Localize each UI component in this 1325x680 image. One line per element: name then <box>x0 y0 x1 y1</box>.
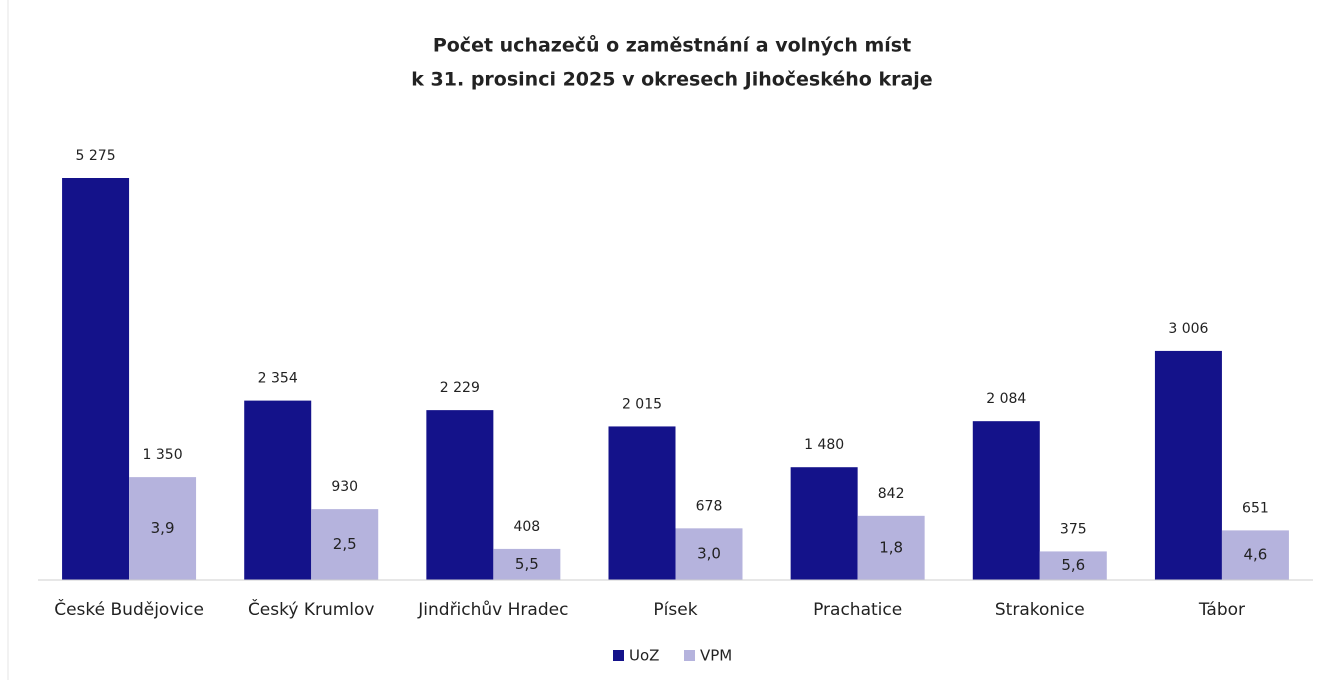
inner-label: 4,6 <box>1243 546 1267 564</box>
data-label: 842 <box>878 486 905 502</box>
bar <box>608 426 676 580</box>
legend-label: VPM <box>700 647 732 665</box>
data-label: 678 <box>696 498 723 514</box>
x-tick-label: Tábor <box>1198 600 1245 620</box>
data-label: 651 <box>1242 500 1269 516</box>
data-label: 1 350 <box>143 447 183 463</box>
bar <box>1221 530 1289 580</box>
x-tick-label: České Budějovice <box>54 598 204 620</box>
bar <box>675 528 743 580</box>
data-label: 408 <box>513 519 540 535</box>
x-tick-label: Jindřichův Hradec <box>417 600 568 620</box>
data-label: 2 084 <box>986 391 1026 407</box>
inner-label: 5,6 <box>1061 556 1085 574</box>
data-label: 5 275 <box>76 148 116 164</box>
chart-title: Počet uchazečů o zaměstnání a volných mí… <box>433 34 911 57</box>
x-tick-label: Písek <box>653 600 697 620</box>
x-tick-label: Český Krumlov <box>248 598 375 620</box>
bar <box>62 178 130 580</box>
bar <box>790 467 858 580</box>
bar <box>1154 350 1222 580</box>
legend-label: UoZ <box>629 647 659 665</box>
legend-swatch <box>613 650 624 661</box>
inner-label: 1,8 <box>879 538 903 556</box>
x-tick-label: Strakonice <box>995 600 1085 620</box>
data-label: 2 015 <box>622 396 662 412</box>
bar <box>857 515 925 580</box>
inner-label: 3,9 <box>151 519 175 537</box>
chart-title: k 31. prosinci 2025 v okresech Jihočeské… <box>411 69 932 91</box>
x-tick-label: Prachatice <box>813 600 902 620</box>
data-label: 2 354 <box>258 371 298 387</box>
inner-label: 2,5 <box>333 535 357 553</box>
data-label: 930 <box>331 479 358 495</box>
bar <box>493 548 561 580</box>
inner-label: 5,5 <box>515 555 539 573</box>
data-label: 1 480 <box>804 437 844 453</box>
bar <box>129 477 197 580</box>
data-label: 3 006 <box>1168 321 1208 337</box>
bar <box>972 421 1040 580</box>
data-label: 2 229 <box>440 380 480 396</box>
bar <box>1039 551 1107 580</box>
bar <box>311 509 379 580</box>
legend-swatch <box>684 650 695 661</box>
bar <box>426 410 494 580</box>
bar <box>244 400 312 580</box>
inner-label: 3,0 <box>697 545 721 563</box>
data-label: 375 <box>1060 521 1087 537</box>
